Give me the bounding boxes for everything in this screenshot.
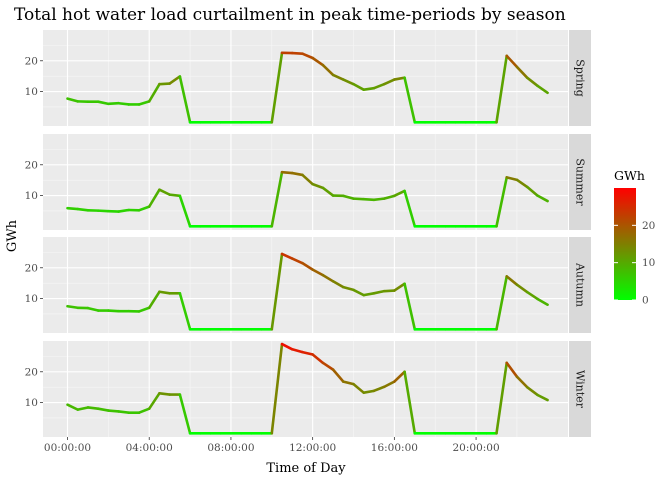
y-tick-label: 10 bbox=[25, 190, 38, 202]
facet-label: Winter bbox=[574, 370, 587, 409]
facet-label: Autumn bbox=[574, 262, 587, 307]
panel-summer: 10 20 Summer bbox=[25, 134, 591, 230]
panel-background bbox=[43, 134, 568, 230]
panel-background bbox=[43, 237, 568, 333]
series-segment bbox=[364, 88, 374, 90]
series-segment bbox=[364, 391, 374, 393]
y-tick-label: 20 bbox=[25, 159, 38, 171]
y-tick-label: 10 bbox=[25, 86, 38, 98]
series-segment bbox=[292, 53, 302, 54]
panel-background bbox=[43, 341, 568, 437]
x-tick-label: 00:00:00 bbox=[44, 442, 91, 454]
legend: GWh 0 10 20 bbox=[614, 168, 655, 307]
y-tick-label: 10 bbox=[25, 397, 38, 409]
series-segment bbox=[108, 411, 118, 412]
panel-autumn: 10 20 Autumn bbox=[25, 237, 591, 333]
series-segment bbox=[394, 78, 404, 80]
series-segment bbox=[292, 173, 302, 175]
series-segment bbox=[364, 293, 374, 295]
x-axis: 00:00:00 04:00:00 08:00:00 12:00:00 16:00:00… bbox=[44, 437, 500, 454]
x-tick-label: 04:00:00 bbox=[126, 442, 173, 454]
panel-background bbox=[43, 30, 568, 126]
series-segment bbox=[119, 411, 129, 412]
y-tick-label: 20 bbox=[25, 262, 38, 274]
x-tick-label: 16:00:00 bbox=[371, 442, 418, 454]
x-tick-label: 20:00:00 bbox=[452, 442, 499, 454]
series-segment bbox=[119, 210, 129, 212]
x-tick-label: 08:00:00 bbox=[207, 442, 254, 454]
series-segment bbox=[364, 199, 374, 200]
legend-title: GWh bbox=[614, 168, 645, 183]
series-segment bbox=[119, 103, 129, 104]
y-tick-label: 20 bbox=[25, 55, 38, 67]
series-segment bbox=[108, 103, 118, 104]
legend-colorbar bbox=[614, 188, 636, 300]
legend-tick-label: 10 bbox=[642, 257, 655, 269]
series-segment bbox=[159, 393, 169, 394]
facet-label: Spring bbox=[574, 59, 587, 96]
panel-spring: 10 20 Spring bbox=[25, 30, 591, 126]
series-segment bbox=[68, 208, 78, 209]
facet-label: Summer bbox=[574, 158, 587, 206]
series-segment bbox=[98, 409, 108, 411]
series-segment bbox=[88, 407, 98, 408]
series-segment bbox=[78, 209, 88, 210]
y-axis-title: GWh bbox=[5, 219, 20, 252]
panel-winter: 10 20 Winter bbox=[25, 341, 591, 437]
y-tick-label: 20 bbox=[25, 366, 38, 378]
x-tick-label: 12:00:00 bbox=[289, 442, 336, 454]
series-segment bbox=[68, 306, 78, 308]
series-segment bbox=[159, 84, 169, 85]
series-segment bbox=[354, 199, 364, 200]
x-axis-title: Time of Day bbox=[266, 461, 346, 476]
legend-tick-label: 0 bbox=[642, 295, 649, 307]
series-segment bbox=[98, 211, 108, 212]
series-segment bbox=[374, 199, 384, 200]
series-segment bbox=[384, 291, 394, 292]
series-segment bbox=[159, 292, 169, 294]
series-segment bbox=[282, 172, 292, 173]
chart-title: Total hot water load curtailment in peak… bbox=[14, 5, 566, 25]
y-tick-label: 10 bbox=[25, 293, 38, 305]
series-segment bbox=[170, 195, 180, 196]
legend-tick-label: 20 bbox=[642, 220, 655, 232]
series-segment bbox=[108, 311, 118, 312]
chart-panels: 10 20 Spring 10 20 Summer 10 20 Autumn 10 20 Winter bbox=[25, 30, 591, 437]
